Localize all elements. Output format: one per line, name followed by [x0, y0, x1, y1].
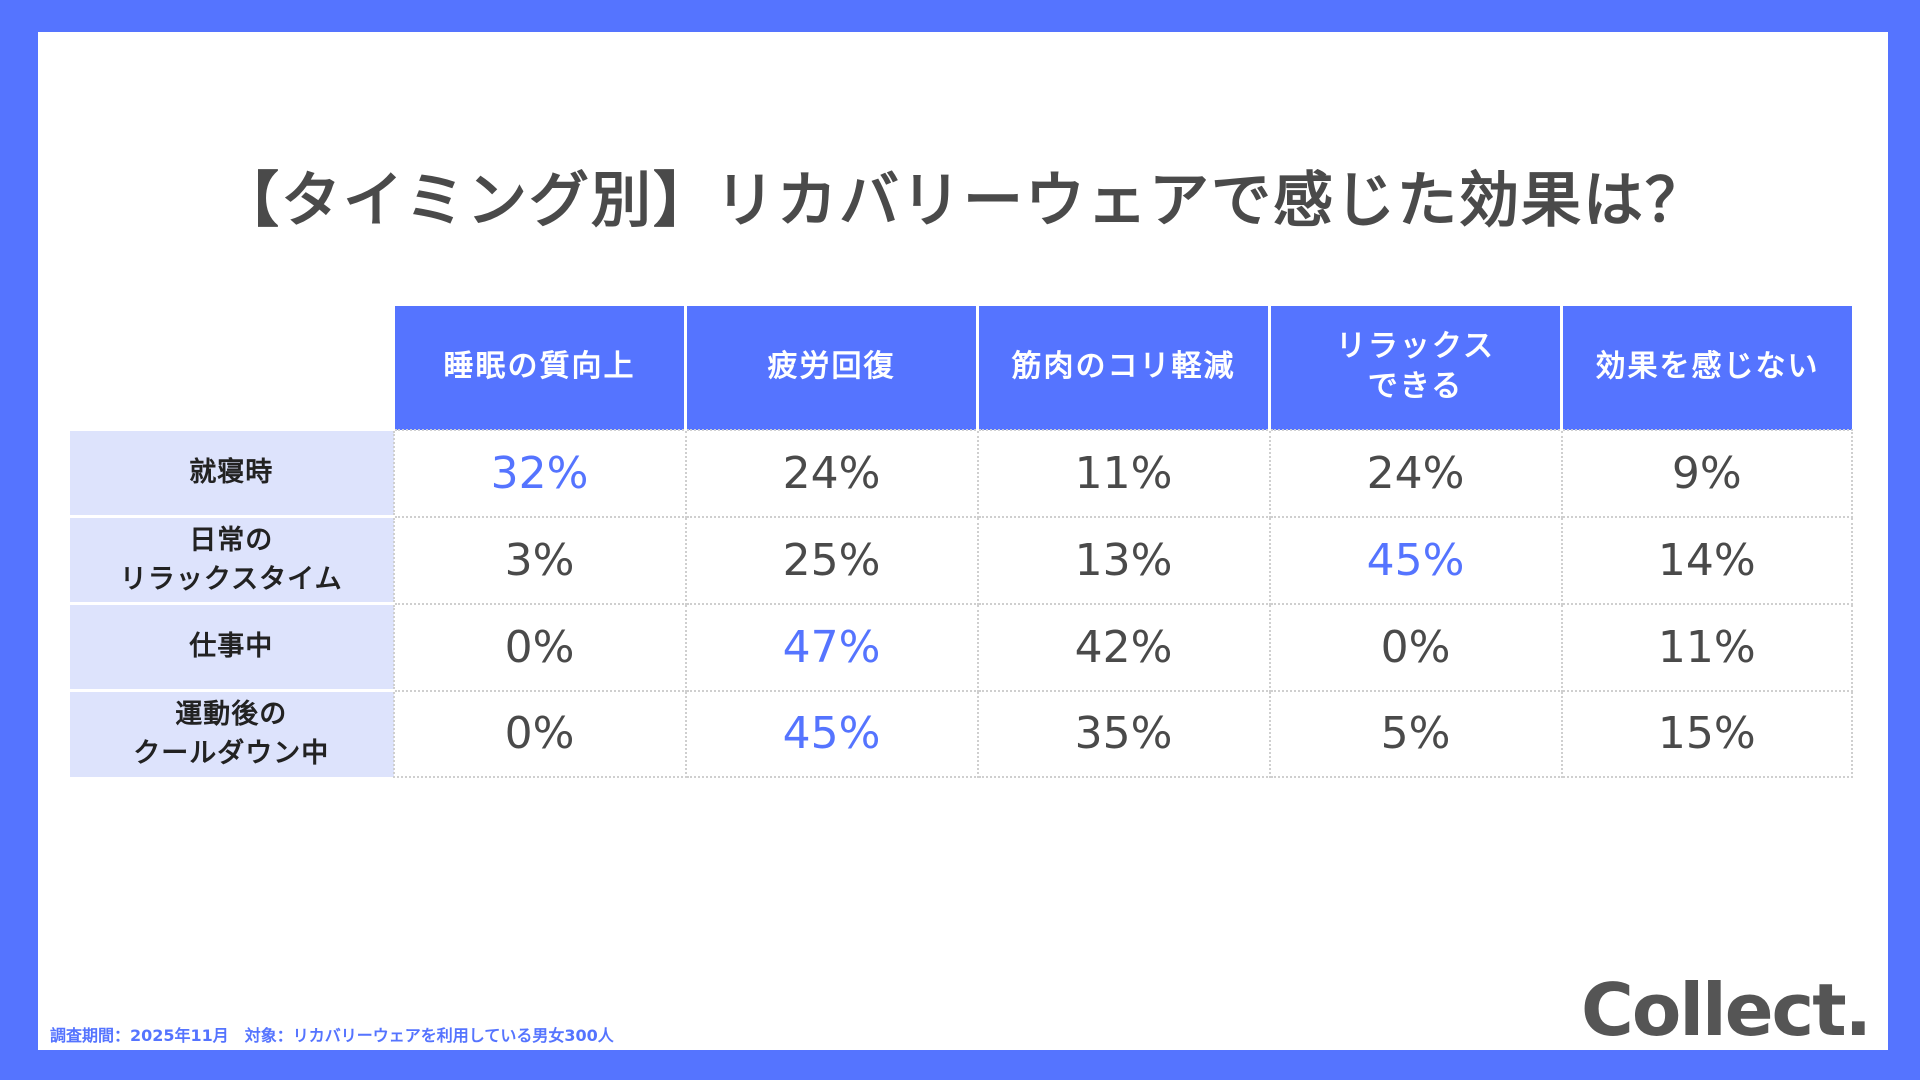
column-header: 睡眠の質向上: [392, 306, 686, 430]
table-row: 仕事中 0% 47% 42% 0% 11%: [70, 602, 1853, 692]
corner-cell: [70, 306, 394, 430]
page-title: 【タイミング別】リカバリーウェアで感じた効果は？: [219, 166, 1707, 236]
row-label: 日常の リラックスタイム: [70, 515, 394, 604]
value-cell: 13%: [976, 515, 1271, 605]
results-table: 睡眠の質向上 疲労回復 筋肉のコリ軽減 リラックス できる 効果を感じない 就寝時 32%…: [70, 306, 1853, 778]
value-cell: 11%: [976, 428, 1271, 518]
value-cell: 14%: [1560, 515, 1853, 605]
value-cell: 32%: [392, 428, 687, 518]
table-row: 日常の リラックスタイム 3% 25% 13% 45% 14%: [70, 515, 1853, 605]
value-cell: 24%: [684, 428, 979, 518]
value-cell: 0%: [392, 689, 687, 778]
value-cell: 15%: [1560, 689, 1853, 778]
value-cell: 0%: [392, 602, 687, 692]
value-cell: 42%: [976, 602, 1271, 692]
row-label: 仕事中: [70, 602, 394, 691]
value-cell: 3%: [392, 515, 687, 605]
survey-footnote: 調査期間：2025年11月 対象：リカバリーウェアを利用している男女300人: [50, 1026, 614, 1045]
value-cell: 35%: [976, 689, 1271, 778]
column-header: リラックス できる: [1268, 306, 1562, 430]
value-cell: 45%: [684, 689, 979, 778]
value-cell: 45%: [1268, 515, 1563, 605]
value-cell: 24%: [1268, 428, 1563, 518]
row-label: 就寝時: [70, 428, 394, 517]
value-cell: 5%: [1268, 689, 1563, 778]
value-cell: 47%: [684, 602, 979, 692]
value-cell: 11%: [1560, 602, 1853, 692]
column-header: 効果を感じない: [1560, 306, 1852, 430]
header-row: 睡眠の質向上 疲労回復 筋肉のコリ軽減 リラックス できる 効果を感じない: [70, 306, 1852, 430]
value-cell: 25%: [684, 515, 979, 605]
column-header: 疲労回復: [684, 306, 978, 430]
value-cell: 9%: [1560, 428, 1853, 518]
table-row: 就寝時 32% 24% 11% 24% 9%: [70, 428, 1853, 518]
table-row: 運動後の クールダウン中 0% 45% 35% 5% 15%: [70, 689, 1853, 778]
row-label: 運動後の クールダウン中: [70, 689, 394, 777]
column-header: 筋肉のコリ軽減: [976, 306, 1270, 430]
collect-logo: Collect.: [1581, 968, 1872, 1052]
value-cell: 0%: [1268, 602, 1563, 692]
